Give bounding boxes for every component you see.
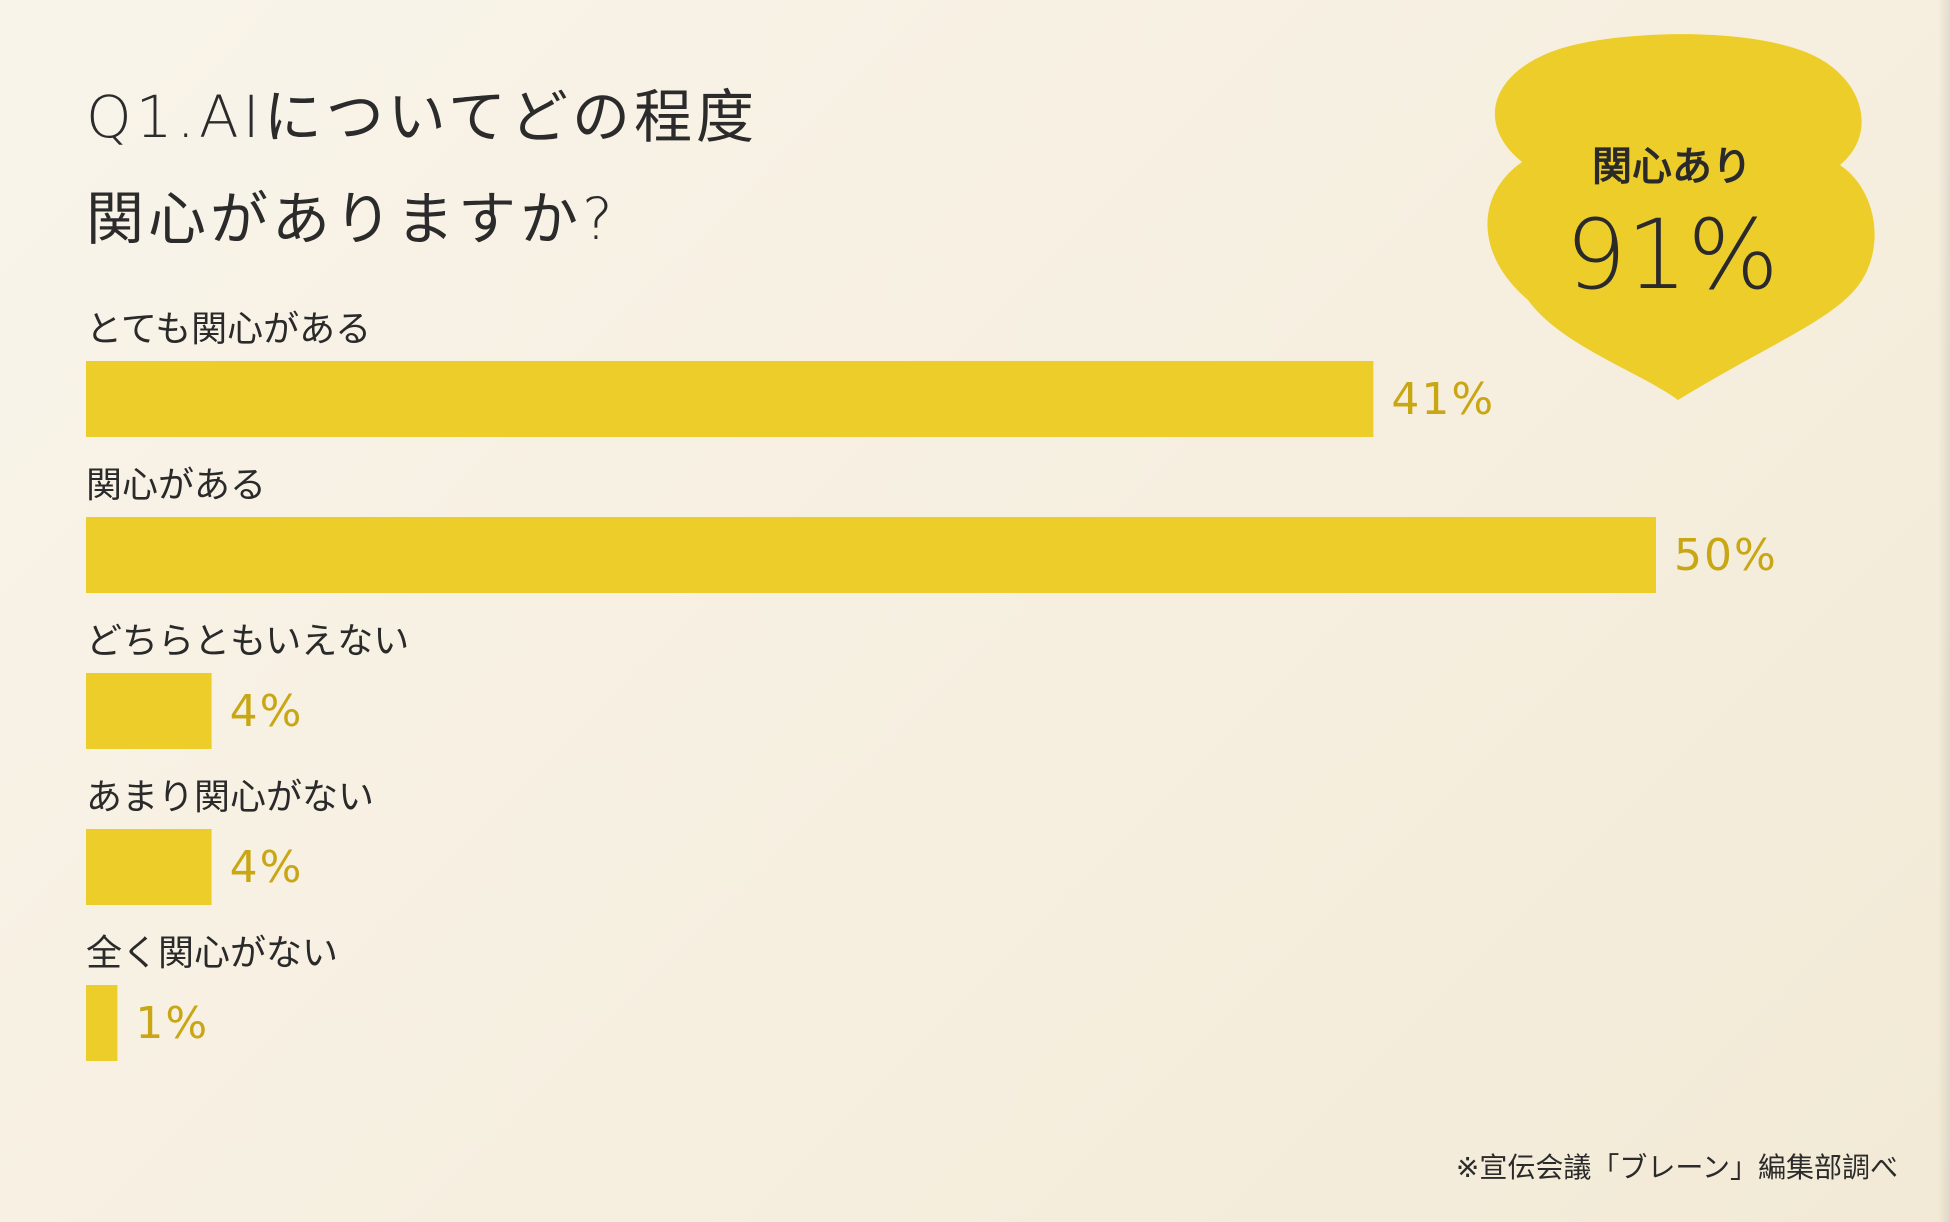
- value-label: 1%: [135, 998, 209, 1049]
- bar: [86, 361, 1374, 437]
- chart-title-line-1: Q1.AIについてどの程度: [86, 83, 759, 151]
- page-edge-shadow: [1938, 0, 1950, 1222]
- category-label: 関心がある: [86, 465, 266, 506]
- category-label: とても関心がある: [86, 309, 371, 350]
- source-footnote: ※宣伝会議「ブレーン」編集部調べ: [1455, 1151, 1898, 1184]
- category-label: 全く関心がない: [86, 933, 338, 974]
- chart-title-line-2: 関心がありますか?: [86, 185, 617, 253]
- value-label: 4%: [230, 842, 304, 893]
- category-label: あまり関心がない: [86, 777, 374, 818]
- value-label: 41%: [1391, 374, 1495, 425]
- value-label: 50%: [1674, 530, 1778, 581]
- callout-value: 91%: [1565, 199, 1778, 311]
- bar: [86, 673, 212, 749]
- category-label: どちらともいえない: [86, 621, 409, 662]
- bar: [86, 829, 212, 905]
- callout-shape: [1487, 34, 1875, 401]
- bar: [86, 985, 118, 1061]
- callout-label: 関心あり: [1592, 144, 1752, 190]
- value-label: 4%: [230, 686, 304, 737]
- bars-layer: とても関心がある 41% 関心がある 50% どちらともいえない 4% あまり関心がない 4%…: [86, 309, 1778, 1061]
- bar: [86, 517, 1656, 593]
- callout-bubble: 関心あり 91%: [1487, 34, 1875, 401]
